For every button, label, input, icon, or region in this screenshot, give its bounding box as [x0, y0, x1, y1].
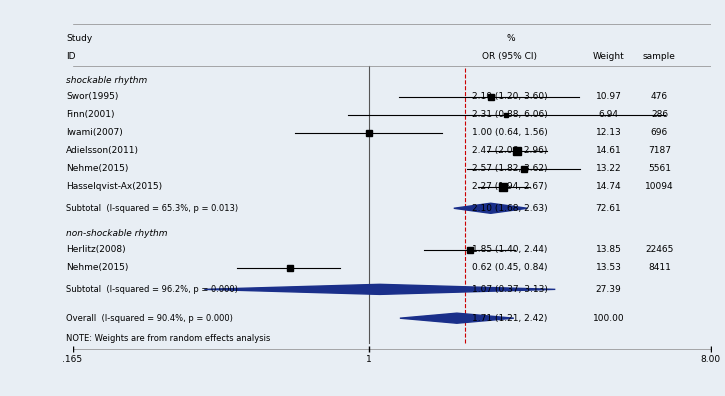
Text: 14.74: 14.74 — [596, 182, 621, 191]
Text: 1: 1 — [366, 355, 371, 364]
Text: 13.53: 13.53 — [595, 263, 621, 272]
Text: 6.94: 6.94 — [598, 110, 618, 119]
Polygon shape — [204, 284, 555, 294]
Text: 8411: 8411 — [648, 263, 671, 272]
Text: 7187: 7187 — [648, 146, 671, 155]
Text: 13.85: 13.85 — [595, 245, 621, 254]
Text: 2.27 (1.94, 2.67): 2.27 (1.94, 2.67) — [472, 182, 547, 191]
Text: Finn(2001): Finn(2001) — [66, 110, 115, 119]
Text: Swor(1995): Swor(1995) — [66, 92, 118, 101]
Text: 2.31 (0.88, 6.06): 2.31 (0.88, 6.06) — [472, 110, 547, 119]
Text: 696: 696 — [651, 128, 668, 137]
Text: 22465: 22465 — [645, 245, 674, 254]
Text: 476: 476 — [651, 92, 668, 101]
Text: 1.85 (1.40, 2.44): 1.85 (1.40, 2.44) — [472, 245, 547, 254]
Text: 2.10 (1.68, 2.63): 2.10 (1.68, 2.63) — [472, 204, 547, 213]
Text: non-shockable rhythm: non-shockable rhythm — [66, 229, 167, 238]
Text: 1.00 (0.64, 1.56): 1.00 (0.64, 1.56) — [472, 128, 547, 137]
Text: 72.61: 72.61 — [595, 204, 621, 213]
Text: Adielsson(2011): Adielsson(2011) — [66, 146, 139, 155]
Text: .165: .165 — [62, 355, 83, 364]
Polygon shape — [400, 313, 514, 323]
Text: ID: ID — [66, 52, 75, 61]
Text: 13.22: 13.22 — [596, 164, 621, 173]
Text: Nehme(2015): Nehme(2015) — [66, 164, 128, 173]
Text: NOTE: Weights are from random effects analysis: NOTE: Weights are from random effects an… — [66, 333, 270, 343]
Text: Nehme(2015): Nehme(2015) — [66, 263, 128, 272]
Text: Iwami(2007): Iwami(2007) — [66, 128, 123, 137]
Text: %: % — [506, 34, 515, 44]
Text: 5561: 5561 — [648, 164, 671, 173]
Text: 1.71 (1.21, 2.42): 1.71 (1.21, 2.42) — [472, 314, 547, 323]
Text: sample: sample — [643, 52, 676, 61]
Polygon shape — [454, 203, 528, 213]
Text: 100.00: 100.00 — [592, 314, 624, 323]
Text: OR (95% CI): OR (95% CI) — [482, 52, 537, 61]
Text: Overall  (I-squared = 90.4%, p = 0.000): Overall (I-squared = 90.4%, p = 0.000) — [66, 314, 233, 323]
Text: 10094: 10094 — [645, 182, 674, 191]
Text: Weight: Weight — [592, 52, 624, 61]
Text: 10.97: 10.97 — [595, 92, 621, 101]
Text: 2.57 (1.82, 3.62): 2.57 (1.82, 3.62) — [472, 164, 547, 173]
Text: Hasselqvist-Ax(2015): Hasselqvist-Ax(2015) — [66, 182, 162, 191]
Text: 2.47 (2.06, 2.96): 2.47 (2.06, 2.96) — [472, 146, 547, 155]
Text: 286: 286 — [651, 110, 668, 119]
Text: 27.39: 27.39 — [595, 285, 621, 294]
Text: Subtotal  (I-squared = 96.2%, p = 0.000): Subtotal (I-squared = 96.2%, p = 0.000) — [66, 285, 238, 294]
Text: 2.10 (1.20, 3.60): 2.10 (1.20, 3.60) — [472, 92, 547, 101]
Text: Subtotal  (I-squared = 65.3%, p = 0.013): Subtotal (I-squared = 65.3%, p = 0.013) — [66, 204, 239, 213]
Text: 0.62 (0.45, 0.84): 0.62 (0.45, 0.84) — [472, 263, 547, 272]
Text: 12.13: 12.13 — [595, 128, 621, 137]
Text: Herlitz(2008): Herlitz(2008) — [66, 245, 125, 254]
Text: 1.07 (0.37, 3.13): 1.07 (0.37, 3.13) — [471, 285, 547, 294]
Text: 14.61: 14.61 — [595, 146, 621, 155]
Text: shockable rhythm: shockable rhythm — [66, 76, 147, 85]
Text: 8.00: 8.00 — [700, 355, 721, 364]
Text: Study: Study — [66, 34, 92, 44]
